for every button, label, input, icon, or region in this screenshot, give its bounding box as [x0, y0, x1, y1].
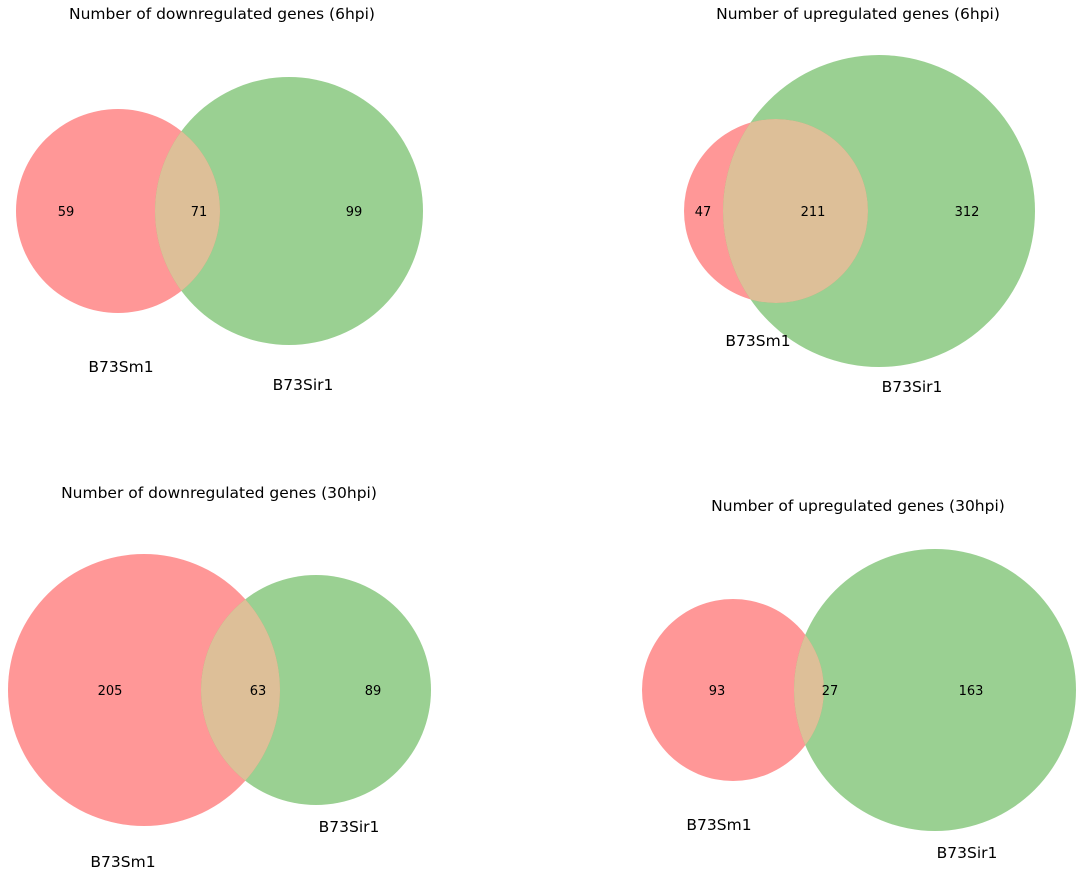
- count-both: 63: [250, 684, 267, 699]
- overlap-region: [201, 575, 280, 805]
- count-only-b: 163: [959, 684, 984, 699]
- count-both: 211: [801, 205, 826, 220]
- set-b-label: B73Sir1: [319, 818, 380, 836]
- set-b-circle: [155, 77, 423, 345]
- set-a-label: B73Sm1: [90, 853, 155, 871]
- overlap-region: [723, 119, 868, 303]
- set-b-circle: [794, 549, 1076, 831]
- panel-title: Number of upregulated genes (6hpi): [716, 5, 1000, 23]
- set-a-circle: [8, 554, 280, 826]
- count-only-a: 59: [58, 205, 75, 220]
- venn-panel-down-6hpi: Number of downregulated genes (6hpi) 59 …: [16, 5, 423, 394]
- count-only-a: 93: [709, 684, 726, 699]
- venn-panel-up-6hpi: Number of upregulated genes (6hpi) 47 21…: [684, 5, 1035, 396]
- set-a-label: B73Sm1: [725, 332, 790, 350]
- set-a-label: B73Sm1: [88, 358, 153, 376]
- panel-title: Number of downregulated genes (30hpi): [61, 484, 377, 502]
- count-only-b: 99: [346, 205, 363, 220]
- count-only-a: 205: [98, 684, 123, 699]
- set-a-label: B73Sm1: [686, 816, 751, 834]
- count-only-a: 47: [695, 205, 712, 220]
- count-only-b: 312: [955, 205, 980, 220]
- panel-title: Number of downregulated genes (6hpi): [69, 5, 375, 23]
- count-only-b: 89: [365, 684, 382, 699]
- set-b-label: B73Sir1: [273, 376, 334, 394]
- count-both: 71: [191, 205, 208, 220]
- set-b-label: B73Sir1: [937, 844, 998, 862]
- set-a-circle: [642, 599, 824, 781]
- venn-panel-down-30hpi: Number of downregulated genes (30hpi) 20…: [8, 484, 431, 871]
- count-both: 27: [822, 684, 839, 699]
- panel-title: Number of upregulated genes (30hpi): [711, 497, 1005, 515]
- set-b-label: B73Sir1: [882, 378, 943, 396]
- venn-panel-up-30hpi: Number of upregulated genes (30hpi) 93 2…: [642, 497, 1076, 862]
